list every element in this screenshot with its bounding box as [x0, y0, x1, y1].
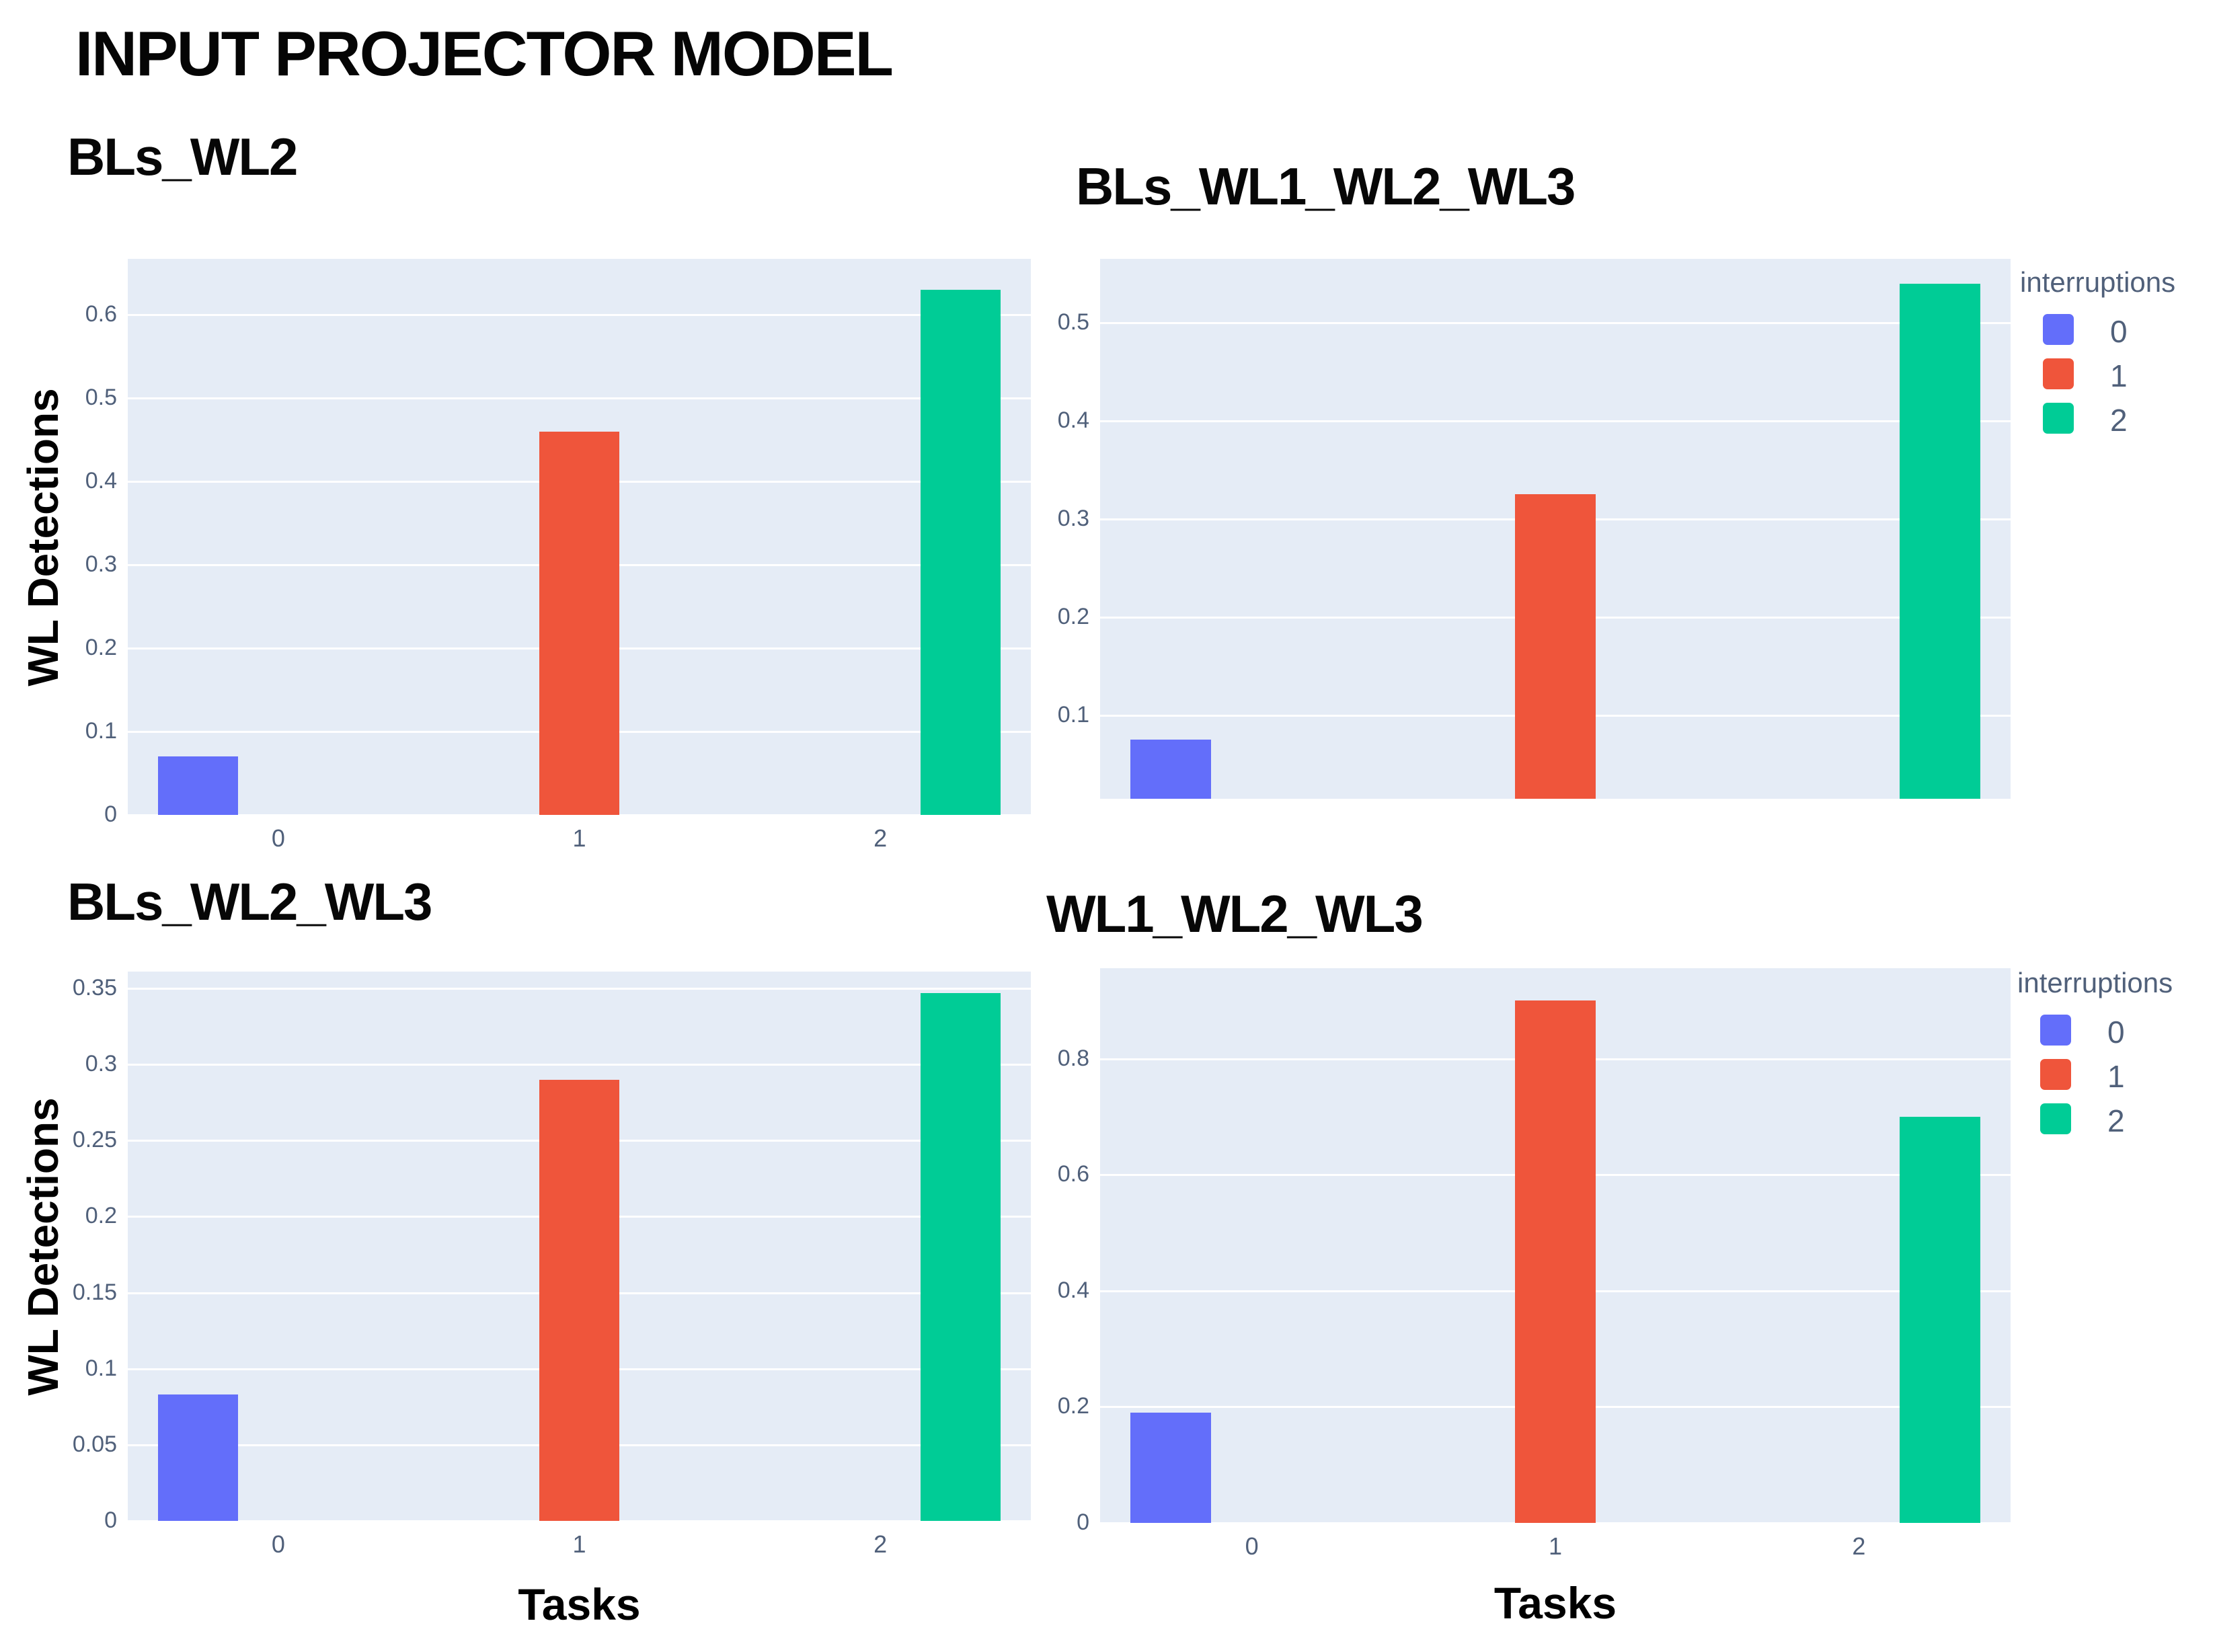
x-tick-label: 2 — [873, 824, 888, 852]
legend-swatch-icon — [2040, 1059, 2071, 1090]
y-tick-label: 0.3 — [1057, 505, 1089, 531]
chart-title-bls-wl1-wl2-wl3: BLs_WL1_WL2_WL3 — [1076, 157, 1576, 216]
x-tick-label: 1 — [572, 824, 586, 852]
y-tick-label: 0 — [104, 801, 117, 827]
y-tick-label: 0.2 — [1057, 1393, 1089, 1419]
gridline — [128, 397, 1031, 400]
legend-item-label: 0 — [2107, 1015, 2125, 1050]
y-tick-label: 0.1 — [1057, 701, 1089, 727]
bar-wl1-wl2-wl3-task-1 — [1514, 1000, 1596, 1523]
bar-wl1-wl2-wl3-task-0 — [1130, 1413, 1212, 1523]
legend-item-0[interactable]: 0 — [2017, 1010, 2215, 1054]
y-tick-label: 0.2 — [1057, 603, 1089, 629]
gridline — [1100, 321, 2011, 324]
legend-item-label: 2 — [2107, 1103, 2125, 1138]
x-tick-label: 0 — [271, 1530, 285, 1558]
legend-swatch-icon — [2043, 403, 2074, 434]
y-tick-label: 0 — [104, 1507, 117, 1533]
x-axis-label: Tasks — [518, 1579, 641, 1629]
legend-item-1[interactable]: 1 — [2020, 354, 2215, 398]
gridline — [1100, 420, 2011, 422]
legend-swatch-icon — [2043, 314, 2074, 345]
legend-wl1-wl2-wl3: interruptions 0 1 2 — [2017, 967, 2215, 1143]
y-tick-label: 0.2 — [85, 1203, 117, 1229]
legend-swatch-icon — [2040, 1015, 2071, 1046]
gridline — [128, 1064, 1031, 1066]
gridline — [128, 314, 1031, 317]
page-title: INPUT PROJECTOR MODEL — [75, 18, 894, 89]
bar-bls-wl2-wl3-task-0 — [157, 1394, 239, 1521]
legend-item-label: 1 — [2107, 1059, 2125, 1094]
legend-item-label: 1 — [2110, 358, 2128, 393]
gridline — [128, 1520, 1031, 1522]
y-tick-label: 0.1 — [85, 718, 117, 744]
gridline — [1100, 1522, 2011, 1524]
bar-bls-wl2-wl3-task-1 — [539, 1079, 620, 1521]
bar-wl1-wl2-wl3-task-2 — [1899, 1116, 1980, 1523]
bar-bls-wl1-wl2-wl3-task-0 — [1130, 740, 1212, 799]
y-tick-label: 0.1 — [85, 1355, 117, 1381]
legend-item-2[interactable]: 2 — [2017, 1099, 2215, 1143]
y-tick-label: 0.8 — [1057, 1045, 1089, 1071]
bar-bls-wl1-wl2-wl3-task-1 — [1514, 494, 1596, 799]
bar-bls-wl2-task-2 — [920, 289, 1001, 815]
legend-item-1[interactable]: 1 — [2017, 1054, 2215, 1099]
x-axis-label: Tasks — [1493, 1578, 1617, 1628]
y-tick-label: 0.3 — [85, 551, 117, 578]
legend-title: interruptions — [2017, 967, 2173, 998]
gridline — [128, 814, 1031, 816]
x-tick-label: 0 — [1245, 1532, 1259, 1560]
y-tick-label: 0.6 — [85, 301, 117, 327]
y-tick-label: 0 — [1077, 1509, 1089, 1535]
chart-title-wl1-wl2-wl3: WL1_WL2_WL3 — [1046, 884, 1424, 943]
bar-bls-wl2-wl3-task-2 — [920, 992, 1001, 1521]
y-tick-label: 0.15 — [72, 1279, 117, 1305]
bar-bls-wl2-task-1 — [539, 431, 620, 815]
x-tick-label: 2 — [1852, 1532, 1866, 1560]
y-tick-label: 0.2 — [85, 635, 117, 661]
y-tick-label: 0.5 — [1057, 309, 1089, 335]
y-tick-label: 0.6 — [1057, 1161, 1089, 1187]
y-tick-label: 0.05 — [72, 1431, 117, 1457]
x-tick-label: 2 — [873, 1530, 888, 1558]
x-tick-label: 1 — [572, 1530, 586, 1558]
y-tick-label: 0.4 — [85, 468, 117, 494]
x-tick-label: 0 — [271, 824, 285, 852]
legend-swatch-icon — [2043, 358, 2074, 389]
legend-item-0[interactable]: 0 — [2020, 309, 2215, 354]
legend-item-2[interactable]: 2 — [2020, 398, 2215, 442]
bar-bls-wl2-task-0 — [157, 756, 239, 815]
bar-bls-wl1-wl2-wl3-task-2 — [1899, 283, 1980, 799]
y-tick-label: 0.25 — [72, 1127, 117, 1153]
legend-swatch-icon — [2040, 1103, 2071, 1134]
gridline — [128, 987, 1031, 990]
chart-title-bls-wl2: BLs_WL2 — [67, 127, 298, 186]
legend-title: interruptions — [2020, 266, 2176, 298]
legend-bls-wl1-wl2-wl3: interruptions 0 1 2 — [2020, 266, 2215, 442]
x-tick-label: 1 — [1548, 1532, 1563, 1560]
legend-item-label: 2 — [2110, 403, 2128, 438]
y-axis-label: WL Detections — [19, 387, 67, 686]
y-tick-label: 0.4 — [1057, 1277, 1089, 1303]
legend-item-label: 0 — [2110, 314, 2128, 349]
y-tick-label: 0.4 — [1057, 407, 1089, 433]
y-tick-label: 0.35 — [72, 974, 117, 1000]
y-tick-label: 0.3 — [85, 1051, 117, 1077]
chart-title-bls-wl2-wl3: BLs_WL2_WL3 — [67, 872, 432, 931]
y-tick-label: 0.5 — [85, 385, 117, 411]
y-axis-label: WL Detections — [19, 1097, 67, 1396]
